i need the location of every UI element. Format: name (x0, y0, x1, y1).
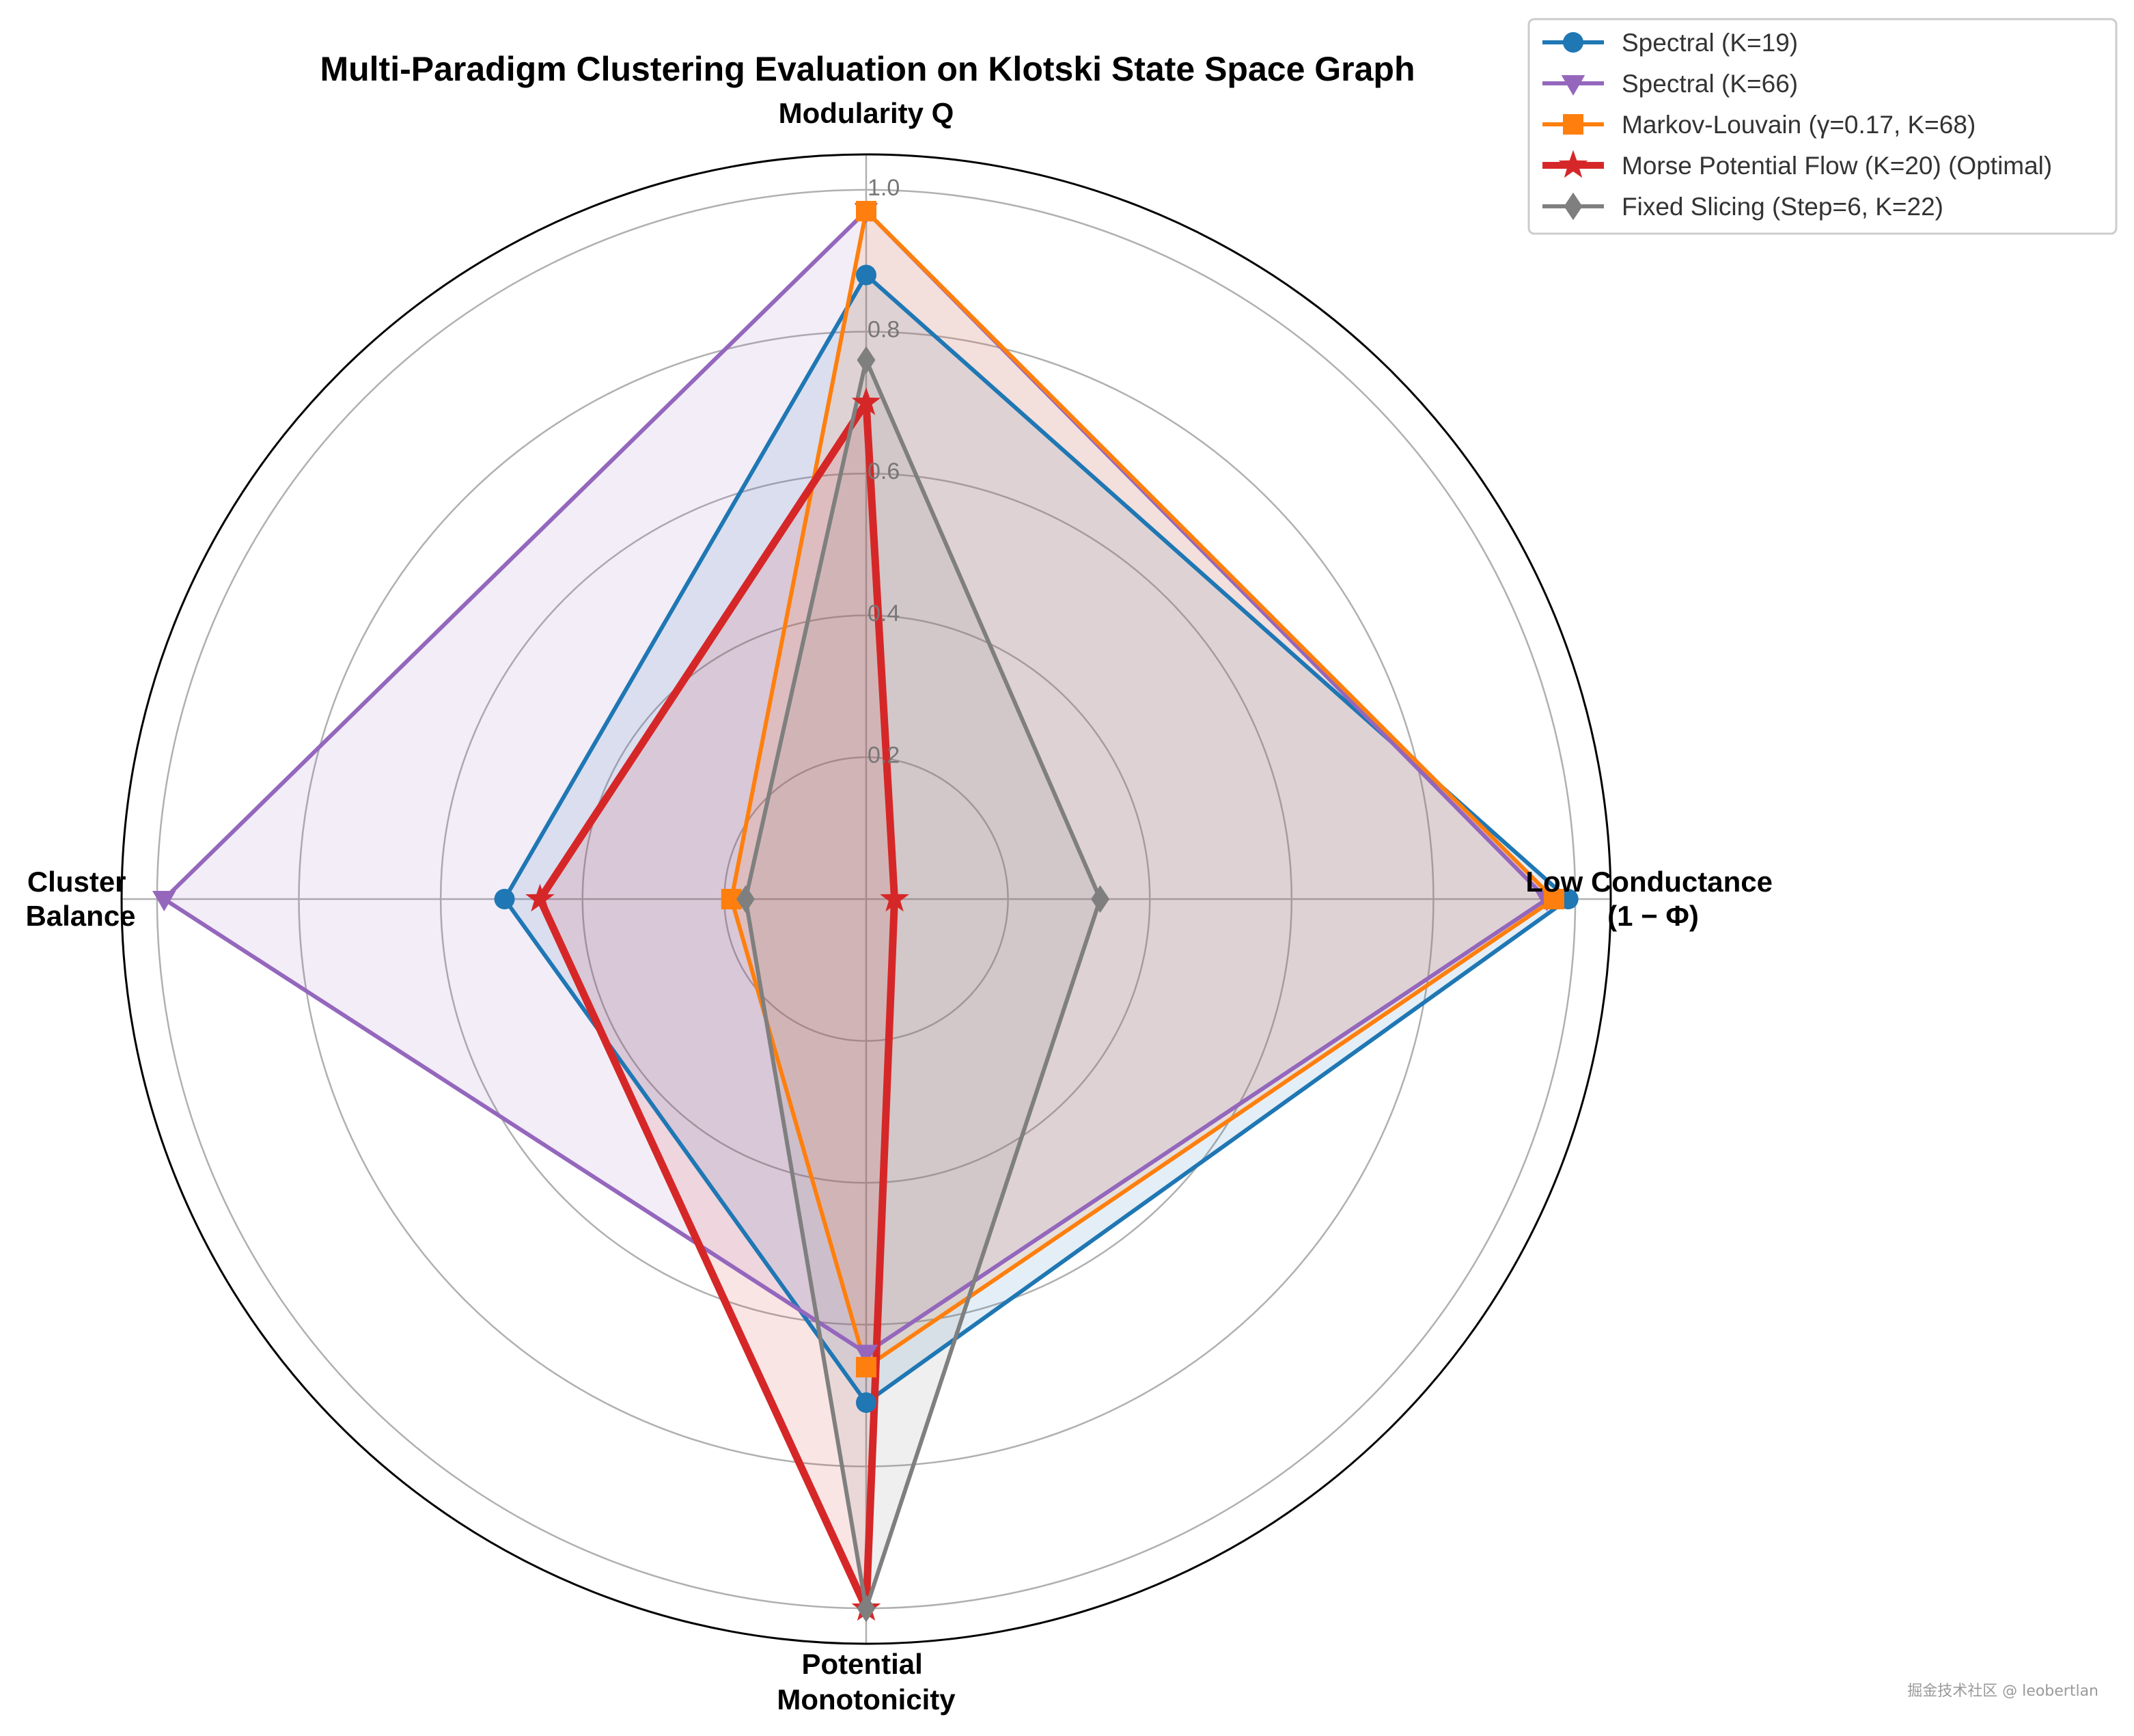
data-point-s4-a1 (851, 387, 881, 415)
data-point-s4-a2 (880, 883, 909, 912)
legend-frame (1527, 18, 2118, 235)
axis-label-cluster-balance: Cluster Balance (25, 866, 135, 932)
radial-tick-labels: 0.2 0.4 0.6 0.8 1.0 (868, 175, 900, 768)
series-fill-5 (745, 360, 1100, 1609)
legend-marker-3 (1563, 114, 1583, 135)
data-point-s4-a4 (525, 883, 555, 912)
r-tick-label-0.2: 0.2 (868, 742, 900, 768)
series-fill-2 (164, 211, 1547, 1353)
chart-title: Multi-Paradigm Clustering Evaluation on … (320, 50, 1415, 88)
data-point-s5-a1 (857, 346, 876, 374)
data-point-s1-a1 (856, 264, 876, 286)
legend-label-1: Spectral (K=19) (1622, 29, 1798, 57)
data-point-s1-a3 (856, 1392, 876, 1414)
data-point-s1-a4 (494, 889, 515, 909)
r-tick-label-0.4: 0.4 (868, 601, 900, 626)
legend-label-4: Morse Potential Flow (K=20) (Optimal) (1622, 152, 2052, 180)
data-point-s3-a3 (856, 1357, 876, 1378)
r-tick-label-1.0: 1.0 (868, 175, 900, 201)
data-point-s2-a3 (854, 1345, 878, 1366)
series-fill-1 (504, 275, 1568, 1403)
series-markers (152, 201, 1579, 1623)
legend: Spectral (K=19) Spectral (K=66) Markov-Lou… (1527, 18, 2118, 235)
axis-label-modularity-text: Modularity Q (779, 97, 954, 129)
axis-label-potential-line1: Potential (801, 1648, 922, 1680)
legend-marker-1 (1563, 32, 1583, 53)
data-point-s5-a2 (1091, 885, 1110, 913)
data-point-s3-a1 (856, 201, 876, 222)
data-point-s2-a4 (152, 891, 176, 911)
data-point-s3-a2 (1543, 889, 1564, 909)
data-point-s5-a4 (736, 885, 756, 913)
series-fills (164, 211, 1568, 1609)
r-tick-label-0.6: 0.6 (868, 458, 900, 484)
series-fill-3 (731, 211, 1554, 1368)
axis-label-cluster-line2: Balance (25, 900, 135, 932)
axis-label-low-conductance-line2: (1 − Φ) (1607, 900, 1699, 932)
legend-marker-4 (1558, 150, 1588, 178)
axis-label-low-conductance: Low Conductance (1 − Φ) (1525, 866, 1780, 932)
legend-marker-5 (1564, 192, 1583, 221)
axis-label-potential-monotonicity: Potential Monotonicity (777, 1648, 956, 1716)
legend-label-2: Spectral (K=66) (1622, 70, 1798, 98)
watermark: 掘金技术社区 @ leobertlan (1907, 1683, 2098, 1700)
axis-label-low-conductance-line1: Low Conductance (1525, 866, 1773, 898)
axis-label-potential-line2: Monotonicity (777, 1683, 956, 1716)
r-tick-label-0.8: 0.8 (868, 317, 900, 343)
legend-label-3: Markov-Louvain (γ=0.17, K=68) (1622, 111, 1976, 139)
axis-label-modularity: Modularity Q (779, 97, 954, 129)
axis-label-cluster-line1: Cluster (27, 866, 126, 898)
series-fill-4 (540, 402, 895, 1609)
legend-label-5: Fixed Slicing (Step=6, K=22) (1622, 193, 1943, 221)
radar-outer-frame (120, 153, 1612, 1645)
legend-marker-2 (1561, 75, 1585, 96)
data-point-s5-a3 (857, 1594, 876, 1623)
